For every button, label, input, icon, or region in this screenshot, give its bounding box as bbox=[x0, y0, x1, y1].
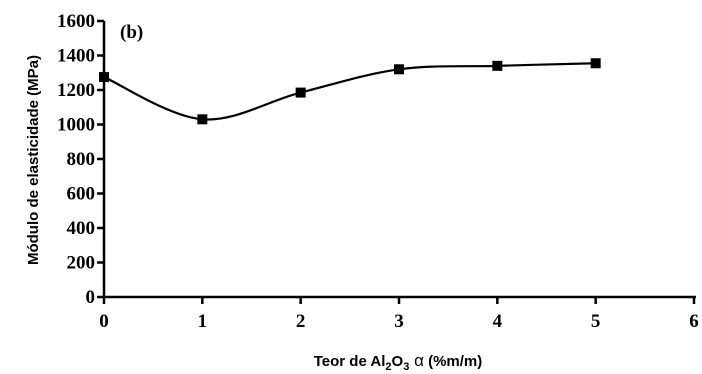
y-tick-label: 400 bbox=[67, 218, 96, 239]
x-tick-label: 6 bbox=[689, 311, 699, 332]
series bbox=[99, 58, 601, 125]
x-tick-label: 0 bbox=[99, 311, 109, 332]
y-tick-label: 1200 bbox=[57, 80, 95, 101]
data-point-marker bbox=[394, 64, 404, 75]
data-point-marker bbox=[590, 58, 601, 69]
y-tick-label: 800 bbox=[67, 149, 96, 170]
x-tick-label: 5 bbox=[591, 311, 601, 332]
data-point-marker bbox=[99, 72, 109, 83]
x-tick-label: 2 bbox=[296, 311, 306, 332]
y-tick-label: 0 bbox=[86, 287, 96, 308]
y-tick-label: 600 bbox=[67, 184, 96, 205]
y-tick-label: 1000 bbox=[57, 115, 95, 136]
panel-label: (b) bbox=[120, 22, 143, 43]
x-tick-label: 3 bbox=[394, 311, 404, 332]
data-point-marker bbox=[197, 114, 208, 125]
y-tick-label: 200 bbox=[67, 253, 96, 274]
data-point-marker bbox=[492, 60, 503, 71]
y-axis-title: Módulo de elasticidade (MPa) bbox=[25, 55, 42, 265]
x-axis-title: Teor de Al2O3 α (%m/m) bbox=[314, 351, 483, 373]
data-point-marker bbox=[295, 87, 306, 98]
x-tick-label: 4 bbox=[493, 311, 503, 332]
x-tick-label: 1 bbox=[198, 311, 208, 332]
series-line bbox=[103, 62, 596, 121]
y-tick-label: 1600 bbox=[57, 11, 95, 32]
axes: 0 200 400 600 800 1000 1200 1400 1600 0 1 2 3 4 5 6 bbox=[57, 11, 699, 332]
y-tick-label: 1400 bbox=[57, 46, 95, 67]
